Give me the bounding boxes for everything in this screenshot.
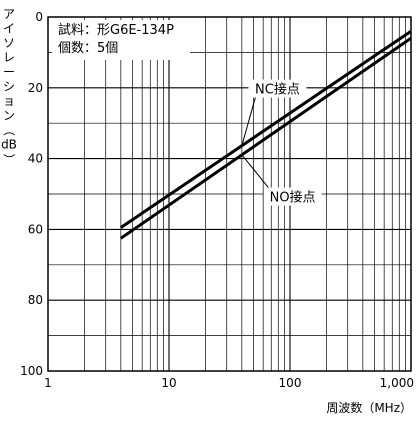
y-tick-label: 80: [28, 293, 43, 307]
y-axis-label-char: シ: [3, 80, 15, 94]
sample-info-bg: [52, 20, 190, 60]
y-axis-label-char: dB: [1, 138, 17, 152]
y-tick-label: 0: [35, 10, 43, 24]
y-axis-label-char: ア: [3, 7, 15, 21]
y-axis-label-char: イ: [3, 22, 15, 36]
annotation-leader: [241, 154, 272, 192]
plot-frame: [47, 16, 412, 372]
sample-info: 試料：形G6E-134P 個数：5個: [52, 20, 190, 60]
series-layer: [119, 29, 412, 240]
y-axis-label-char: ョ: [3, 94, 15, 108]
x-axis-label: 周波数（MHz）: [326, 400, 412, 415]
x-tick-label: 1: [44, 376, 52, 390]
series-line: [119, 29, 412, 229]
y-axis-label-char: ）: [2, 153, 16, 165]
y-axis-label-char: ン: [3, 109, 15, 123]
x-tick-label: 10: [161, 376, 176, 390]
x-tick-label: 100: [279, 376, 302, 390]
series-line: [119, 36, 412, 240]
annotation-leader: [241, 93, 257, 146]
y-tick-label: 20: [28, 81, 43, 95]
y-axis-label-char: ー: [3, 65, 15, 79]
annotation-label: NC接点: [255, 82, 300, 98]
y-tick-label: 60: [28, 222, 43, 236]
y-axis-label-char: レ: [3, 51, 15, 65]
y-tick-label: 100: [20, 364, 43, 378]
x-tick-label: 1,000: [380, 376, 414, 390]
sample-info-line: 試料：形G6E-134P: [58, 22, 174, 38]
grid: [48, 17, 411, 371]
x-tick-labels: 1 10 100 1,000: [44, 376, 414, 390]
sample-info-line: 個数：5個: [58, 41, 118, 56]
y-tick-labels: 0 20 40 60 80 100: [20, 10, 43, 378]
y-tick-label: 40: [28, 152, 43, 166]
annotation-bg: [263, 187, 322, 206]
annotations: NC接点 NO接点: [241, 79, 322, 206]
y-axis-label-char: ソ: [3, 36, 15, 50]
annotation-bg: [248, 79, 307, 98]
y-axis-label-char: （: [2, 124, 16, 136]
annotation-label: NO接点: [270, 190, 316, 206]
